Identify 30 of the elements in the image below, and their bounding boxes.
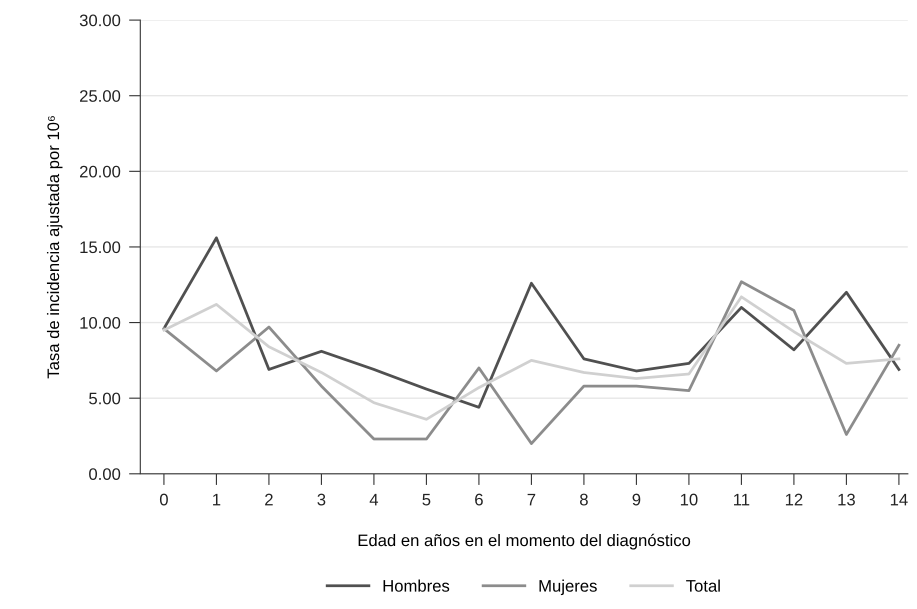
y-tick-label: 10.00 bbox=[80, 316, 120, 329]
x-tick-label: 13 bbox=[838, 494, 855, 506]
x-axis-title: Edad en años en el momento del diagnóstico bbox=[358, 534, 690, 550]
y-tick-label: 20.00 bbox=[80, 166, 120, 178]
x-tick-label: 5 bbox=[422, 494, 430, 506]
legend-label: Total bbox=[686, 580, 720, 592]
y-tick-label: 0.00 bbox=[89, 468, 120, 480]
x-tick-label: 10 bbox=[680, 494, 698, 506]
x-tick-label: 11 bbox=[734, 494, 750, 506]
line-series bbox=[162, 280, 900, 445]
x-tick-label: 1 bbox=[213, 494, 220, 506]
y-tick-label: 5.00 bbox=[89, 392, 120, 404]
y-tick-label: 15.00 bbox=[80, 241, 120, 254]
x-tick-label: 2 bbox=[265, 494, 273, 506]
x-tick-label: 7 bbox=[528, 494, 536, 506]
line-series bbox=[162, 295, 900, 421]
y-axis-title: Tasa de incidencia ajustada por 10⁶ bbox=[46, 116, 62, 378]
x-tick-label: 14 bbox=[890, 494, 908, 506]
x-tick-label: 8 bbox=[580, 494, 588, 506]
x-tick-label: 9 bbox=[632, 494, 640, 506]
y-tick-label: 25.00 bbox=[80, 90, 120, 102]
legend-label: Hombres bbox=[384, 580, 450, 592]
x-tick-label: 0 bbox=[160, 494, 168, 506]
line-series bbox=[162, 236, 900, 409]
x-tick-label: 4 bbox=[370, 494, 378, 506]
y-tick-label: 30.00 bbox=[80, 14, 120, 26]
x-tick-label: 12 bbox=[786, 494, 802, 506]
x-tick-label: 6 bbox=[475, 494, 483, 506]
x-tick-label: 3 bbox=[317, 494, 326, 506]
legend-label: Mujeres bbox=[540, 580, 597, 596]
